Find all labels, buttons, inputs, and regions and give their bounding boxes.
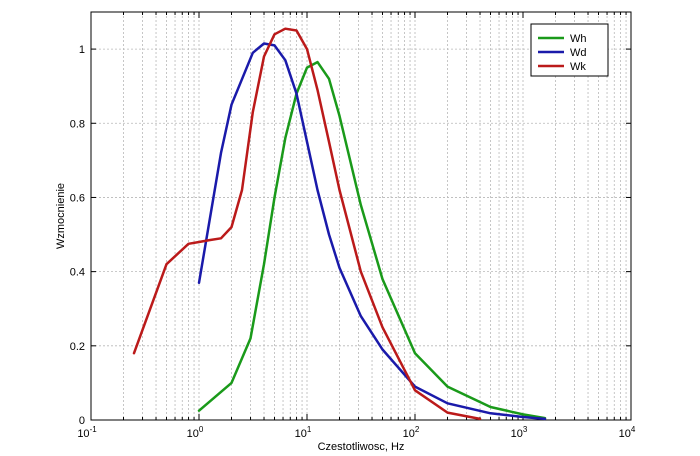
y-tick-label: 0.6 [70,192,85,204]
plot-frame [90,11,632,421]
y-axis-label: Wzmocnienie [55,183,67,249]
plot-background [91,12,631,420]
y-tick-label: 1 [79,44,85,56]
legend-label-wd: Wd [570,47,587,59]
x-tick-label: 10-1 [77,425,97,440]
legend: Wh Wd Wk [530,23,609,77]
y-tick-label: 0.8 [70,118,85,130]
axis-ticks: 0 0.2 0.4 0.6 0.8 1 10-1 100 101 102 103 104 [70,12,636,440]
x-tick-label: 102 [403,425,420,440]
y-tick-label: 0 [79,415,85,427]
y-tick-label: 0.2 [70,341,85,353]
x-tick-label: 103 [511,425,528,440]
legend-label-wh: Wh [570,33,587,45]
x-tick-label: 101 [295,425,312,440]
series-line-wk [132,27,482,421]
grid [91,12,631,420]
series-group [132,27,547,421]
legend-label-wk: Wk [570,61,586,73]
series-line-wh [197,60,547,420]
legend-box [530,23,609,77]
y-tick-label: 0.4 [70,267,85,279]
x-tick-label: 104 [619,425,636,440]
x-tick-label: 100 [187,425,204,440]
series-line-wd [197,42,547,421]
x-axis-label: Czestotliwosc, Hz [318,441,405,453]
